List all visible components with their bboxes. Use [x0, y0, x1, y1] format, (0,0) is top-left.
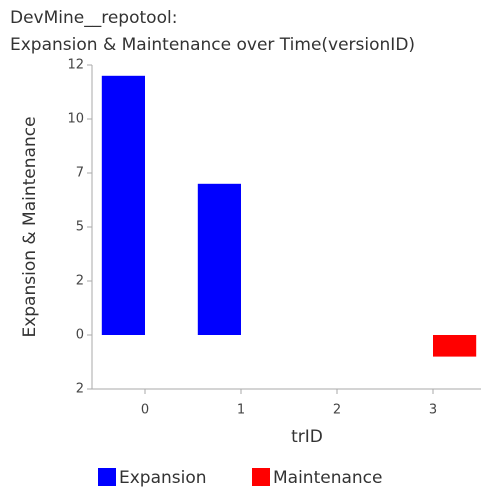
bar [433, 335, 477, 357]
y-tick-label: 2 [76, 274, 84, 289]
y-tick-label: 5 [76, 220, 84, 235]
x-axis-label: trID [291, 427, 323, 447]
x-tick-label: 3 [429, 403, 437, 418]
bar [197, 183, 241, 335]
bar [101, 75, 145, 336]
chart-title: DevMine__repotool: [10, 8, 177, 28]
legend-label: Maintenance [273, 468, 382, 488]
x-tick-label: 2 [333, 403, 341, 418]
y-axis-label: Expansion & Maintenance [20, 116, 40, 337]
y-tick-label: 7 [76, 166, 84, 181]
chart-subtitle: Expansion & Maintenance over Time(versio… [10, 35, 415, 55]
x-tick-label: 0 [141, 403, 149, 418]
y-tick-label: 10 [67, 112, 84, 127]
y-tick-label: 2 [76, 382, 84, 397]
legend-label: Expansion [119, 468, 207, 488]
x-tick-label: 1 [237, 403, 245, 418]
legend-swatch [252, 468, 270, 486]
legend-swatch [98, 468, 116, 486]
y-tick-label: 0 [76, 328, 84, 343]
y-tick-label: 12 [67, 58, 84, 73]
